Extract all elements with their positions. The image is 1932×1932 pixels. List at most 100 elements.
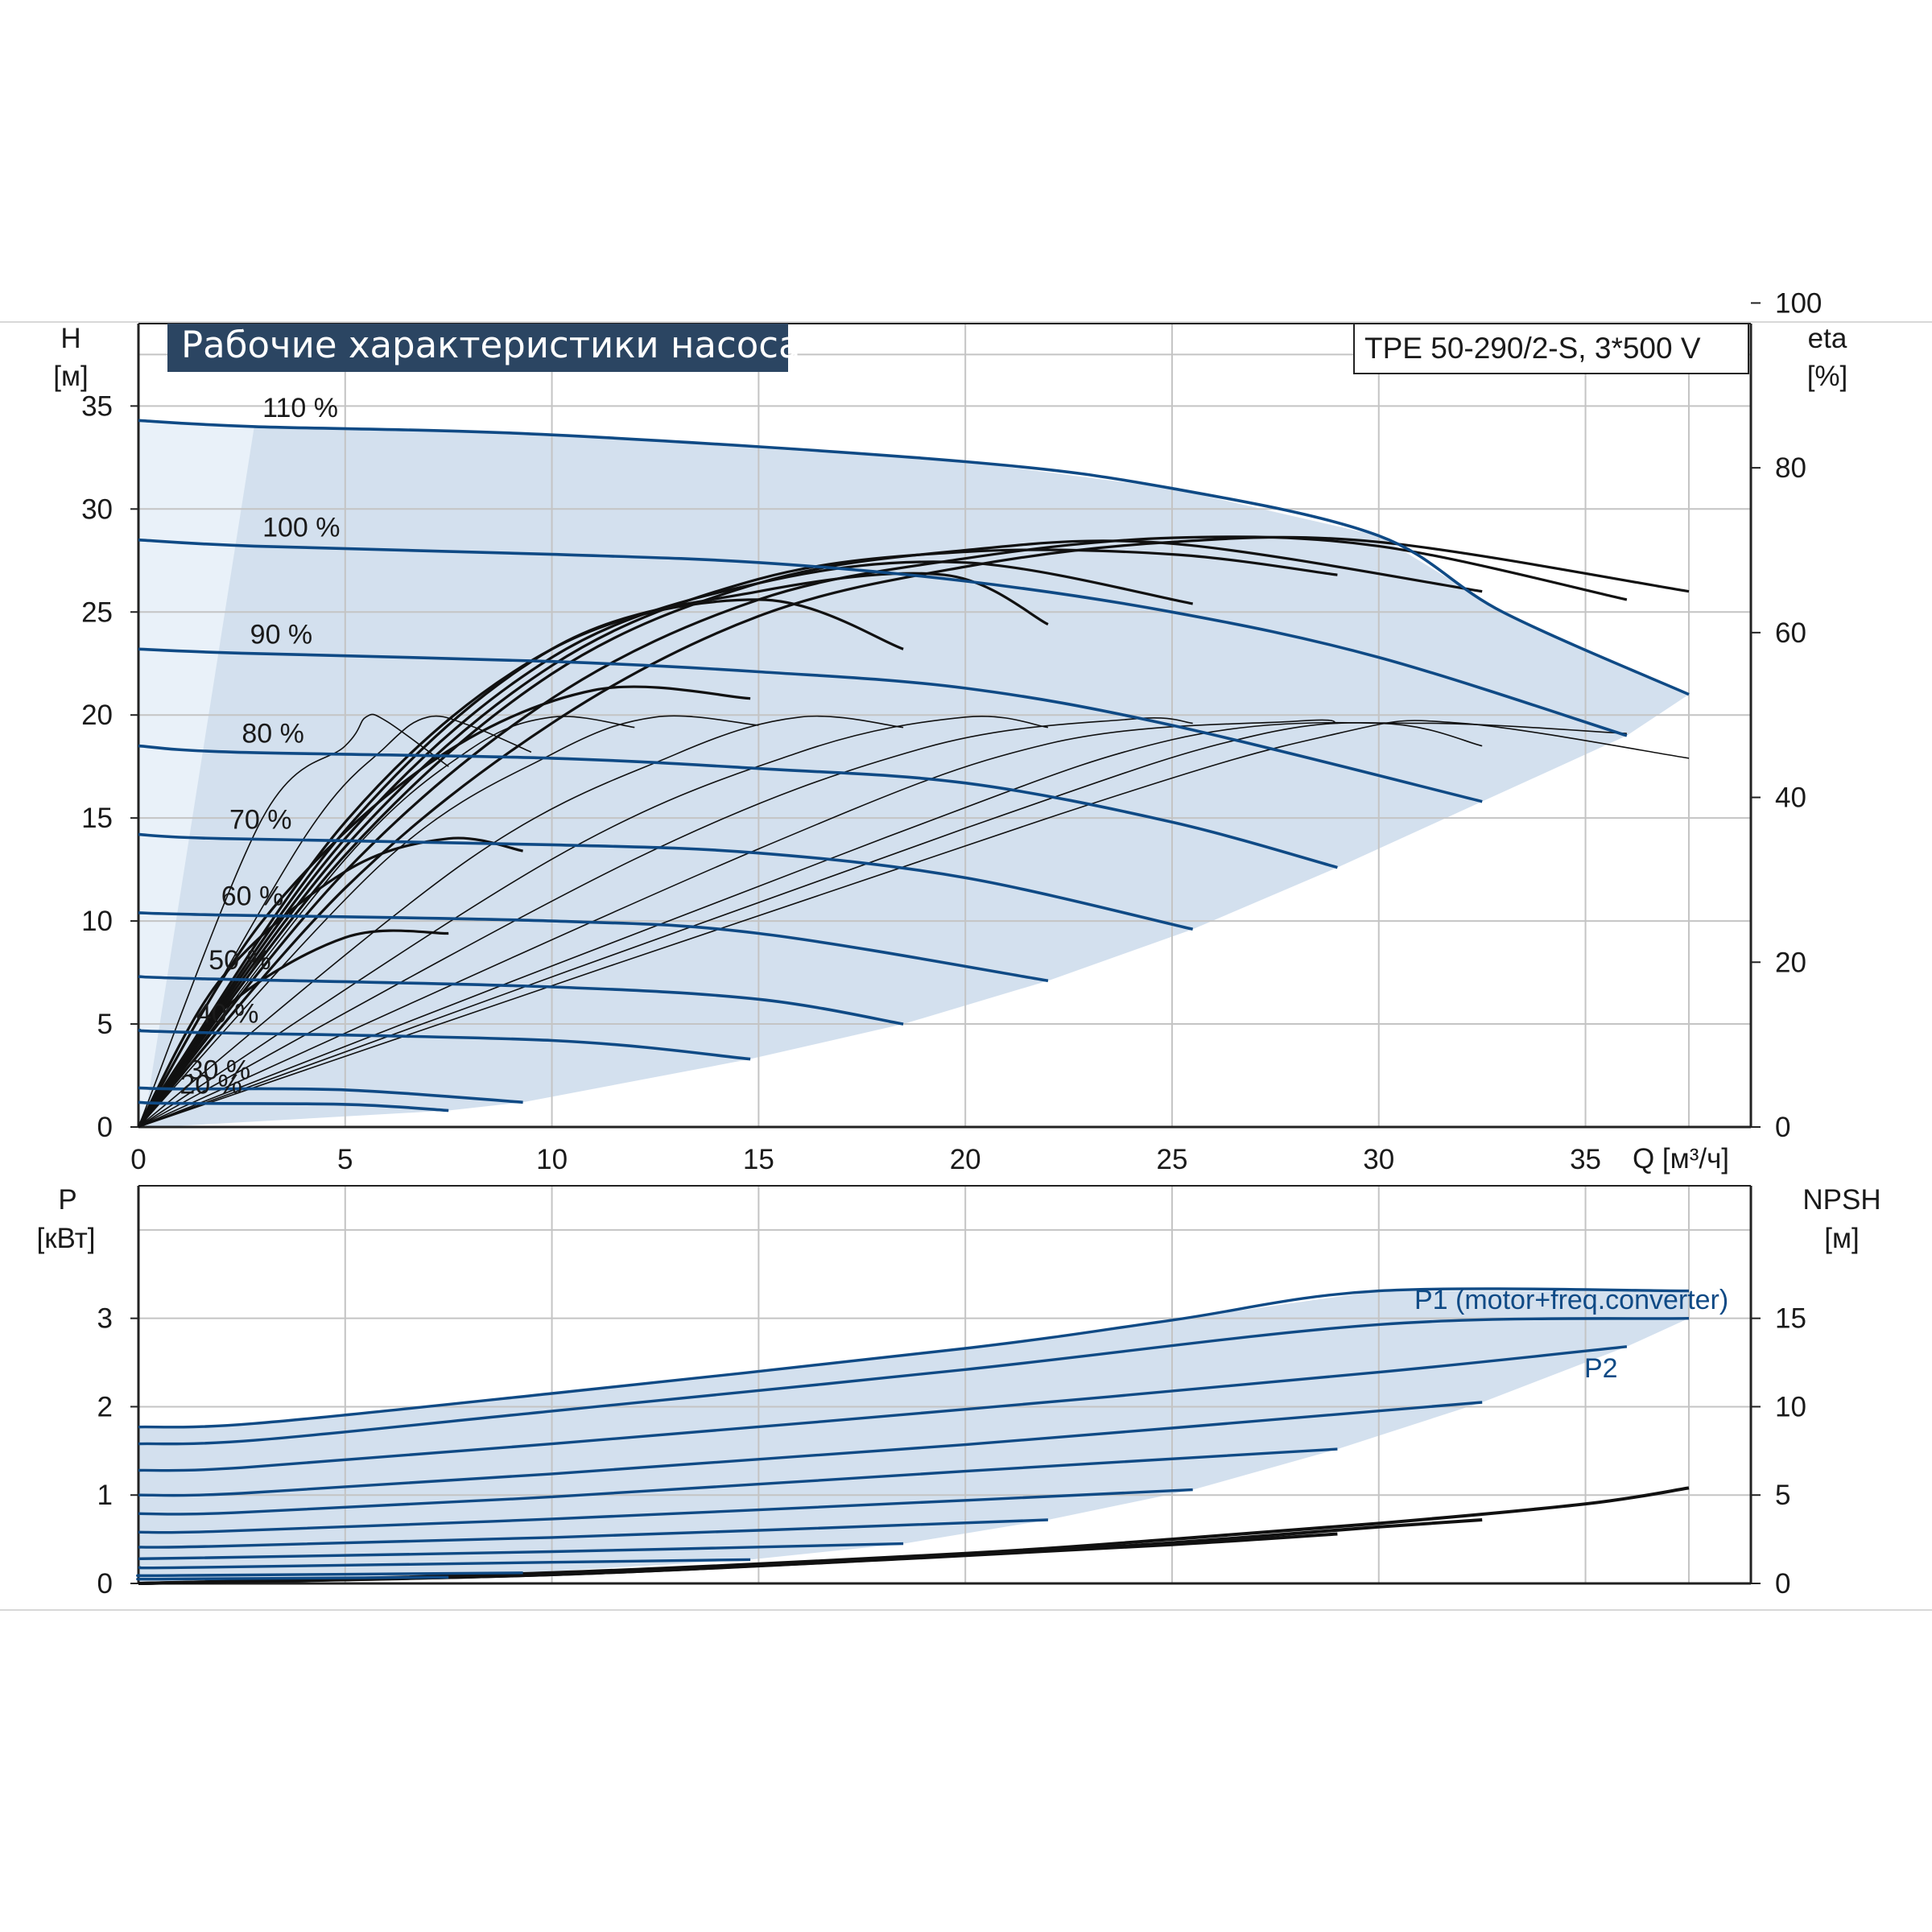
y2-axis-unit: [%] [1807, 361, 1848, 392]
speed-label-7: 40 % [196, 998, 259, 1029]
power-npsh-chart: 0 1 2 3 0 5 10 15 P [кВт] NPSH [м] P1 (motor+fr… [37, 1184, 1881, 1600]
y-tick-label: 5 [97, 1009, 113, 1040]
efficiency-curve-6 [137, 598, 904, 1128]
bottom-grid [137, 1185, 1752, 1585]
legend-p1: P1 (motor+freq.converter) [1414, 1285, 1728, 1315]
head-curve-110-pct [138, 419, 1690, 696]
npsh-tick-label: 0 [1775, 1568, 1790, 1600]
head-efficiency-arc-0 [138, 713, 449, 1128]
y2-tick-label: 100 [1775, 287, 1822, 319]
speed-label-4: 70 % [229, 805, 292, 836]
x-tick-label: 25 [1157, 1144, 1188, 1175]
p-axis-label: P [58, 1184, 76, 1216]
y-tick-label: 20 [81, 700, 113, 731]
power-curve-0 [138, 1287, 1690, 1429]
head-efficiency-arc-7 [138, 719, 1338, 1128]
efficiency-curves [137, 535, 1690, 1129]
operating-area [138, 420, 1689, 1127]
p-tick-label: 2 [97, 1391, 113, 1422]
efficiency-curve-9 [137, 929, 449, 1128]
head-curves [138, 419, 1690, 1113]
legend-p2: P2 [1584, 1353, 1618, 1384]
head-curve-70-pct [138, 832, 1194, 931]
npsh-axis-label: NPSH [1802, 1184, 1880, 1216]
power-curve-7 [138, 1542, 904, 1560]
x-tick-label: 30 [1363, 1144, 1394, 1175]
efficiency-curve-7 [137, 685, 751, 1128]
y-tick-label: 15 [81, 803, 113, 834]
y-tick-label: 0 [97, 1112, 113, 1143]
p-tick-label: 1 [97, 1480, 113, 1511]
y-tick-label: 35 [81, 390, 113, 422]
y-axis-label: H [60, 323, 80, 354]
speed-label-9: 20 % [180, 1070, 242, 1100]
top-grid [137, 323, 1752, 1129]
p-tick-label: 0 [97, 1568, 113, 1600]
y-axis-unit: [м] [53, 361, 89, 392]
power-curve-6 [138, 1518, 1048, 1549]
bottom-tick-labels: 0 1 2 3 0 5 10 15 [97, 1303, 1806, 1600]
npsh-tick-label: 5 [1775, 1480, 1790, 1511]
p-axis-unit: [кВт] [37, 1223, 96, 1254]
x-tick-label: 20 [950, 1144, 981, 1175]
power-curve-1 [138, 1317, 1690, 1446]
model-label: TPE 50-290/2-S, 3*500 V [1364, 332, 1701, 365]
power-area [138, 1290, 1689, 1583]
x-axis-label: Q [м³/ч] [1633, 1143, 1729, 1174]
head-curve-80-pct [138, 744, 1338, 869]
speed-label-0: 110 % [262, 393, 338, 423]
speed-label-2: 90 % [250, 619, 313, 650]
head-curve-90-pct [138, 647, 1483, 803]
efficiency-curve-3 [137, 548, 1338, 1128]
npsh-tick-label: 15 [1775, 1303, 1806, 1335]
x-tick-label: 0 [130, 1144, 146, 1175]
y-tick-label: 30 [81, 493, 113, 525]
power-curves [136, 1287, 1690, 1581]
speed-label-1: 100 % [262, 512, 340, 543]
chart-title: Рабочие характеристики насоса [181, 324, 801, 366]
y2-tick-label: 0 [1775, 1112, 1790, 1143]
x-tick-label: 10 [536, 1144, 568, 1175]
p-tick-label: 3 [97, 1303, 113, 1335]
head-efficiency-arc-5 [138, 716, 1049, 1128]
head-curve-100-pct [138, 538, 1628, 737]
head-efficiency-arc-3 [138, 715, 759, 1128]
y-tick-label: 10 [81, 906, 113, 937]
power-curve-5 [138, 1488, 1193, 1534]
x-tick-label: 35 [1570, 1144, 1601, 1175]
title-box [167, 324, 788, 372]
y-tick-label: 25 [81, 597, 113, 628]
power-area-fill [138, 1290, 1689, 1583]
y2-tick-label: 20 [1775, 947, 1806, 978]
y2-tick-label: 80 [1775, 452, 1806, 484]
power-curve-10 [136, 1575, 449, 1581]
power-curve-8 [138, 1558, 751, 1570]
speed-label-5: 60 % [221, 881, 284, 911]
speed-label-8: 30 % [188, 1055, 251, 1086]
head-curve-40-pct [138, 1028, 751, 1061]
x-tick-label: 5 [337, 1144, 353, 1175]
power-curve-2 [138, 1345, 1628, 1472]
head-curve-60-pct [138, 911, 1049, 983]
npsh-tick-label: 10 [1775, 1391, 1806, 1422]
y2-axis-label: eta [1808, 323, 1847, 354]
npsh-curve-2 [138, 1532, 1338, 1585]
y2-tick-label: 40 [1775, 782, 1806, 814]
low-flow-band [138, 420, 254, 1127]
head-efficiency-chart: 110 %100 %90 %80 %70 %60 %50 %40 %30 %20… [53, 287, 1847, 1175]
efficiency-curve-0 [137, 535, 1690, 1129]
head-curve-50-pct [138, 975, 904, 1026]
power-curve-9 [136, 1571, 523, 1578]
speed-label-3: 80 % [242, 718, 304, 749]
head-efficiency-arc-2 [138, 716, 635, 1128]
operating-area-fill [138, 420, 1689, 1127]
head-curve-30-pct [138, 1086, 523, 1104]
npsh-axis-unit: [м] [1824, 1223, 1860, 1254]
speed-label-6: 50 % [208, 945, 271, 976]
x-tick-label: 15 [743, 1144, 774, 1175]
head-efficiency-arc-9 [138, 721, 1627, 1128]
head-efficiency-arc-6 [138, 716, 1193, 1128]
efficiency-curve-8 [137, 836, 523, 1128]
power-curve-4 [138, 1447, 1338, 1516]
